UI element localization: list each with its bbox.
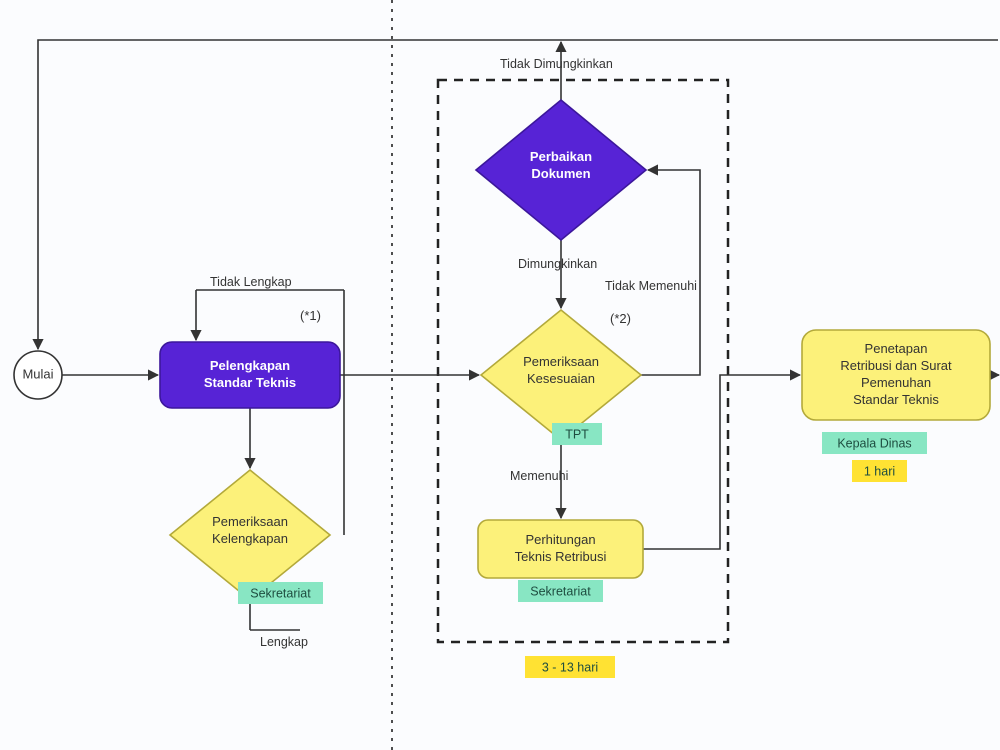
label-lengkap: Lengkap xyxy=(260,635,308,649)
label-dimungkinkan: Dimungkinkan xyxy=(518,257,597,271)
tag-tpt-label: TPT xyxy=(565,427,589,441)
svg-text:Teknis Retribusi: Teknis Retribusi xyxy=(515,549,607,564)
svg-text:Dokumen: Dokumen xyxy=(531,166,590,181)
label-tidak-dimungkinkan: Tidak Dimungkinkan xyxy=(500,57,613,71)
edge-tidak-memenuhi xyxy=(641,170,700,375)
svg-text:Penetapan: Penetapan xyxy=(865,341,928,356)
label-tidak-lengkap: Tidak Lengkap xyxy=(210,275,292,289)
edge-perhitungan-to-penetapan xyxy=(643,375,800,549)
note-1: (*1) xyxy=(300,308,321,323)
svg-text:Perhitungan: Perhitungan xyxy=(525,532,595,547)
svg-text:Perbaikan: Perbaikan xyxy=(530,149,592,164)
svg-text:Retribusi dan Surat: Retribusi dan Surat xyxy=(840,358,952,373)
svg-text:Standar Teknis: Standar Teknis xyxy=(853,392,939,407)
label-tidak-memenuhi: Tidak Memenuhi xyxy=(605,279,697,293)
tag-sekretariat2-label: Sekretariat xyxy=(530,584,591,598)
svg-text:Pemenuhan: Pemenuhan xyxy=(861,375,931,390)
svg-text:Pemeriksaan: Pemeriksaan xyxy=(212,514,288,529)
node-start-label: Mulai xyxy=(22,366,53,381)
flowchart-canvas: Tidak Dimungkinkan Tidak Lengkap (*1) Lengk… xyxy=(0,0,1000,750)
tag-durasi1-label: 3 - 13 hari xyxy=(542,660,598,674)
note-2: (*2) xyxy=(610,311,631,326)
label-memenuhi: Memenuhi xyxy=(510,469,568,483)
tag-sekretariat1-label: Sekretariat xyxy=(250,586,311,600)
tag-durasi2-label: 1 hari xyxy=(864,464,895,478)
svg-text:Pemeriksaan: Pemeriksaan xyxy=(523,354,599,369)
svg-text:Kesesuaian: Kesesuaian xyxy=(527,371,595,386)
svg-text:Pelengkapan: Pelengkapan xyxy=(210,358,290,373)
svg-text:Standar Teknis: Standar Teknis xyxy=(204,375,296,390)
svg-text:Kelengkapan: Kelengkapan xyxy=(212,531,288,546)
tag-kepala-label: Kepala Dinas xyxy=(837,436,911,450)
